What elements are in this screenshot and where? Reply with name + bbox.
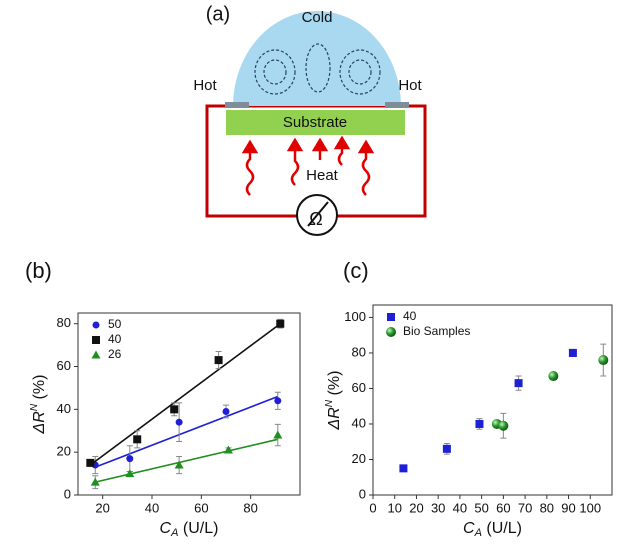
x-tick-label: 60 bbox=[496, 500, 510, 515]
legend-marker bbox=[386, 327, 396, 337]
y-label-sup: N bbox=[324, 399, 335, 407]
marker bbox=[126, 455, 134, 463]
x-tick-label: 50 bbox=[474, 500, 488, 515]
marker bbox=[548, 371, 559, 382]
y-tick-label: 100 bbox=[344, 309, 366, 324]
marker bbox=[276, 319, 285, 328]
x-label-sub: A bbox=[170, 527, 178, 539]
y-tick-label: 40 bbox=[57, 401, 71, 416]
y-tick-label: 80 bbox=[352, 344, 366, 359]
marker bbox=[170, 405, 179, 414]
hot-pad bbox=[385, 102, 409, 108]
y-label-sup: N bbox=[29, 403, 40, 411]
fit-line bbox=[95, 438, 278, 483]
panel-label: (c) bbox=[343, 258, 369, 283]
legend-marker bbox=[387, 313, 395, 321]
y-tick-label: 80 bbox=[57, 315, 71, 330]
legend-marker bbox=[92, 321, 100, 329]
marker bbox=[86, 458, 95, 467]
marker bbox=[514, 379, 523, 388]
legend-label: Bio Samples bbox=[403, 324, 470, 338]
droplet bbox=[233, 11, 401, 106]
x-tick-label: 20 bbox=[409, 500, 423, 515]
y-label-unit: (%) bbox=[326, 371, 343, 400]
marker bbox=[214, 356, 223, 365]
meter-needle bbox=[307, 201, 329, 227]
y-label-unit: (%) bbox=[31, 375, 48, 404]
plot-frame bbox=[77, 312, 301, 496]
hot-label: Hot bbox=[193, 77, 217, 94]
y-tick-label: 20 bbox=[57, 444, 71, 459]
marker bbox=[125, 469, 135, 478]
x-tick-label: 40 bbox=[145, 500, 159, 515]
legend-label: 50 bbox=[108, 317, 122, 331]
legend-label: 26 bbox=[108, 347, 122, 361]
marker bbox=[273, 430, 283, 439]
marker bbox=[223, 445, 233, 454]
x-tick-label: 80 bbox=[243, 500, 257, 515]
x-label-unit: (U/L) bbox=[178, 520, 218, 537]
marker bbox=[174, 460, 184, 469]
x-tick-label: 10 bbox=[387, 500, 401, 515]
x-label-sub: A bbox=[474, 527, 482, 539]
hot-label: Hot bbox=[398, 77, 422, 94]
marker bbox=[222, 407, 230, 415]
marker bbox=[598, 355, 609, 366]
legend-marker bbox=[91, 350, 101, 359]
y-axis-label: ΔRN (%) bbox=[29, 375, 49, 435]
y-tick-label: 60 bbox=[57, 358, 71, 373]
marker bbox=[475, 419, 484, 428]
y-tick-label: 40 bbox=[352, 415, 366, 430]
y-tick-label: 60 bbox=[352, 380, 366, 395]
legend-label: 40 bbox=[108, 332, 122, 346]
substrate-label: Substrate bbox=[283, 114, 347, 131]
fit-line bbox=[89, 323, 281, 466]
x-tick-label: 100 bbox=[579, 500, 601, 515]
fit-line bbox=[94, 395, 279, 468]
heat-arrows bbox=[241, 135, 375, 196]
y-tick-label: 20 bbox=[352, 451, 366, 466]
x-label-part: C bbox=[463, 520, 475, 537]
marker bbox=[133, 435, 142, 444]
x-tick-label: 0 bbox=[369, 500, 376, 515]
x-tick-label: 30 bbox=[431, 500, 445, 515]
convection bbox=[254, 43, 381, 95]
x-tick-label: 70 bbox=[518, 500, 532, 515]
x-tick-label: 90 bbox=[561, 500, 575, 515]
panel-label: (b) bbox=[25, 258, 52, 283]
y-label-part: ΔR bbox=[326, 407, 343, 431]
heat-label: Heat bbox=[306, 167, 339, 184]
x-label-part: C bbox=[160, 520, 172, 537]
marker bbox=[498, 420, 509, 431]
marker bbox=[274, 397, 282, 405]
y-tick-label: 0 bbox=[64, 486, 71, 501]
marker bbox=[399, 464, 408, 473]
plot-frame bbox=[372, 304, 613, 496]
diagram: (a) Cold Hot Hot Substrate Heat Ω bbox=[193, 3, 427, 236]
substrate bbox=[226, 110, 405, 135]
y-tick-label: 0 bbox=[359, 486, 366, 501]
marker bbox=[568, 348, 577, 357]
marker bbox=[90, 477, 100, 486]
x-axis-label: CA (U/L) bbox=[463, 520, 522, 539]
marker bbox=[175, 418, 183, 426]
panel-label: (a) bbox=[206, 3, 230, 25]
x-axis-label: CA (U/L) bbox=[160, 520, 219, 539]
meter-symbol: Ω bbox=[309, 209, 322, 229]
marker bbox=[442, 444, 451, 453]
x-tick-label: 40 bbox=[453, 500, 467, 515]
x-tick-label: 20 bbox=[95, 500, 109, 515]
legend-marker bbox=[92, 336, 100, 344]
legend-label: 40 bbox=[403, 309, 417, 323]
y-axis-label: ΔRN (%) bbox=[324, 371, 344, 431]
x-tick-label: 80 bbox=[540, 500, 554, 515]
x-label-unit: (U/L) bbox=[482, 520, 522, 537]
y-label-part: ΔR bbox=[31, 411, 48, 435]
hot-pad bbox=[225, 102, 249, 108]
cold-label: Cold bbox=[302, 9, 333, 26]
x-tick-label: 60 bbox=[194, 500, 208, 515]
